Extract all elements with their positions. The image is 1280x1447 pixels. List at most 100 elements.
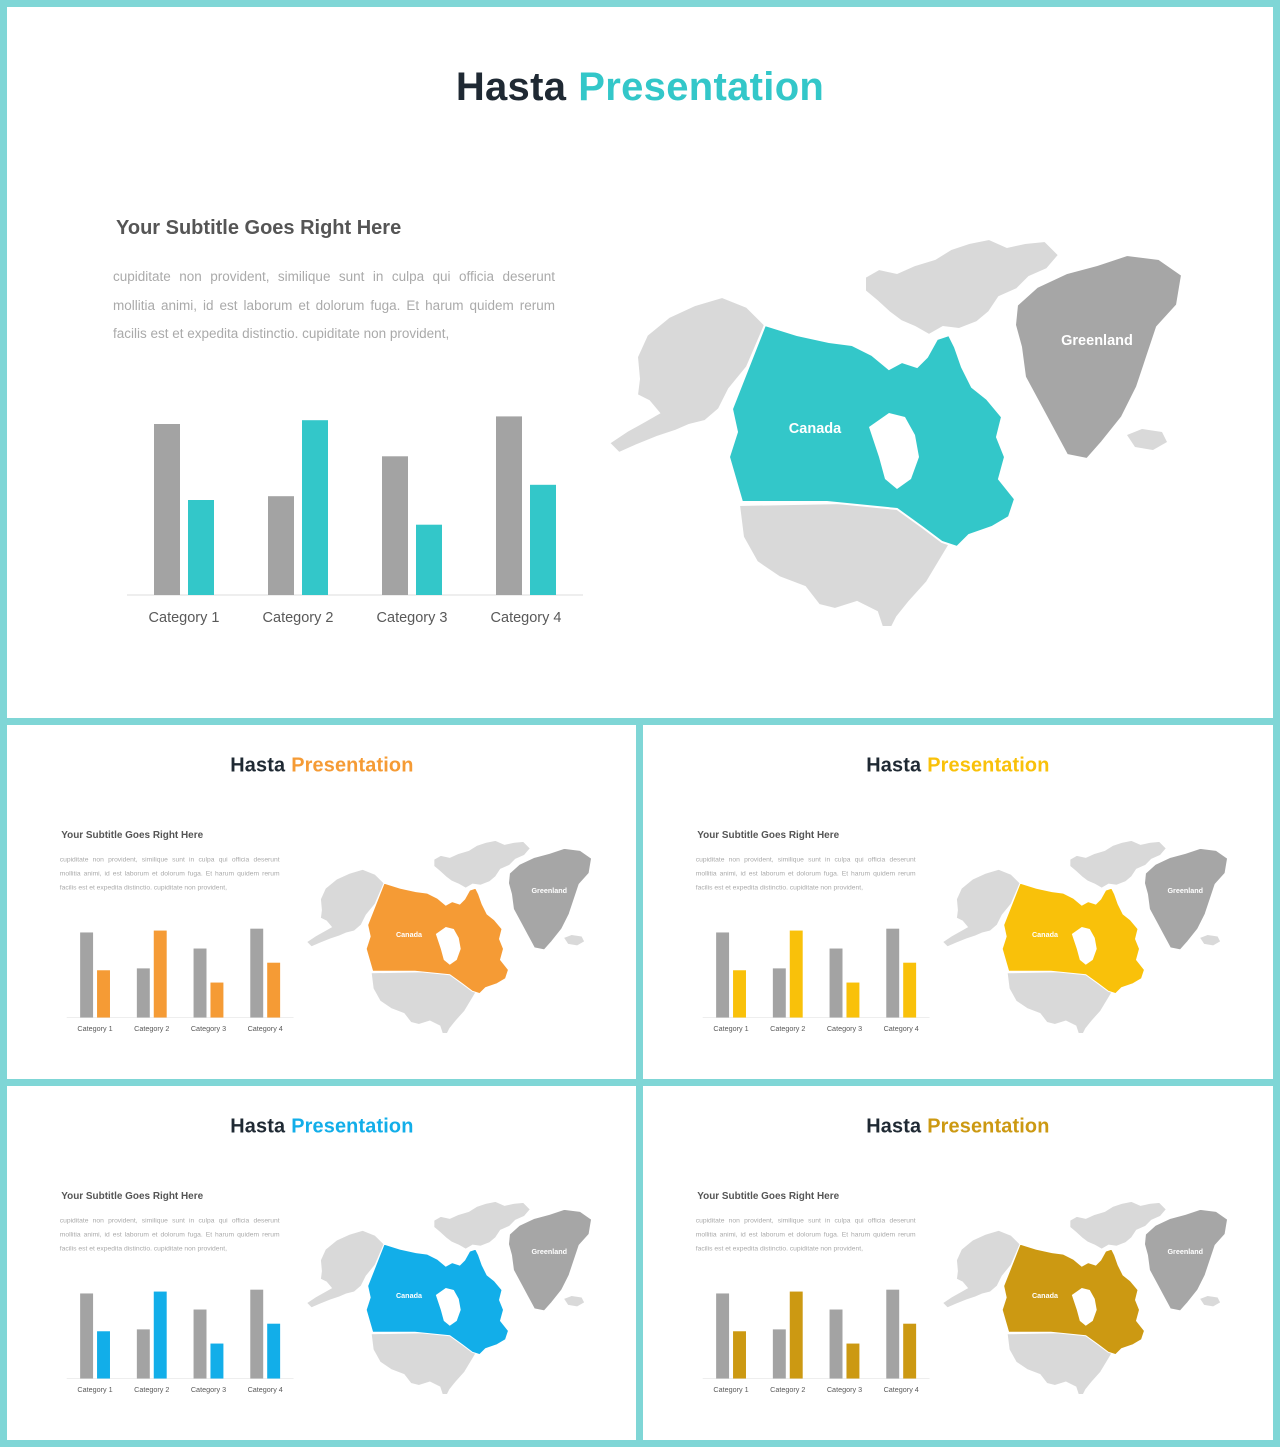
map-arctic-islands-shape — [433, 1200, 532, 1250]
north-america-map: Canada Greenland — [941, 1200, 1229, 1395]
bar-chart: Category 1 Category 2 Category 3 Category 4 — [66, 928, 294, 1033]
bar-chart: Category 1 Category 2 Category 3 Category 4 — [66, 1289, 294, 1394]
title-main: Hasta — [866, 1114, 922, 1137]
category-tick-label: Category 3 — [191, 1385, 226, 1394]
bar-series-1 — [496, 416, 522, 595]
slide-title: Hasta Presentation — [7, 65, 1273, 110]
map-hudson-bay-shape — [869, 413, 919, 489]
title-main: Hasta — [230, 1114, 286, 1137]
map-iceland-shape — [1200, 934, 1221, 946]
title-accent: Presentation — [578, 65, 825, 109]
north-america-map: Canada Greenland — [607, 237, 1184, 628]
category-tick-label: Category 1 — [77, 1024, 112, 1033]
bar-series-1 — [772, 1329, 786, 1379]
bar-series-2 — [153, 930, 167, 1018]
map-label-canada: Canada — [396, 930, 423, 939]
bar-series-2 — [789, 930, 803, 1018]
category-tick-label: Category 2 — [770, 1385, 805, 1394]
map-arctic-islands-shape — [1069, 839, 1168, 889]
bar-series-1 — [716, 932, 730, 1018]
category-tick-label: Category 4 — [248, 1385, 283, 1394]
bar-chart: Category 1 Category 2 Category 3 Category 4 — [702, 928, 930, 1033]
map-alaska-shape — [607, 295, 767, 455]
bar-series-2 — [153, 1291, 167, 1379]
bar-series-1 — [829, 1309, 843, 1379]
category-tick-label: Category 2 — [134, 1024, 169, 1033]
bar-series-2 — [789, 1291, 803, 1379]
slide-content: Hasta Presentation Your Subtitle Goes Rig… — [7, 725, 636, 1079]
bar-series-1 — [772, 968, 786, 1018]
category-tick-label: Category 1 — [713, 1024, 748, 1033]
north-america-map: Canada Greenland — [941, 839, 1229, 1034]
slide-body-text: cupiditate non provident, similique sunt… — [59, 855, 280, 892]
bar-series-1 — [382, 456, 408, 595]
map-greenland-shape — [1143, 847, 1229, 951]
bar-series-2 — [846, 1343, 860, 1379]
bar-series-2 — [302, 420, 328, 595]
map-label-greenland: Greenland — [531, 886, 567, 895]
slide-thumbnail-gold[interactable]: Hasta Presentation Your Subtitle Goes Rig… — [643, 1086, 1273, 1440]
slide-subtitle: Your Subtitle Goes Right Here — [61, 1190, 204, 1202]
north-america-map: Canada Greenland — [305, 1200, 593, 1395]
slide-content: Hasta Presentation Your Subtitle Goes Rig… — [7, 7, 1273, 718]
category-tick-label: Category 4 — [491, 610, 562, 626]
category-tick-label: Category 3 — [377, 610, 448, 626]
title-accent: Presentation — [927, 1114, 1050, 1137]
bar-series-2 — [903, 1323, 917, 1379]
bar-series-1 — [193, 948, 207, 1018]
bar-series-2 — [416, 524, 442, 595]
slide-thumbnail-blue[interactable]: Hasta Presentation Your Subtitle Goes Rig… — [7, 1086, 636, 1440]
category-tick-label: Category 4 — [248, 1024, 283, 1033]
slide-content: Hasta Presentation Your Subtitle Goes Rig… — [7, 1086, 636, 1440]
slide-body-text: cupiditate non provident, similique sunt… — [59, 1216, 280, 1253]
bar-series-2 — [903, 962, 917, 1018]
bar-series-1 — [80, 1293, 94, 1379]
slide-content: Hasta Presentation Your Subtitle Goes Rig… — [643, 1086, 1273, 1440]
category-tick-label: Category 1 — [713, 1385, 748, 1394]
slide-subtitle: Your Subtitle Goes Right Here — [697, 829, 840, 841]
bar-series-1 — [136, 968, 150, 1018]
map-alaska-shape — [941, 868, 1021, 948]
slide-title: Hasta Presentation — [643, 1115, 1273, 1137]
slide-thumbnail-yellow[interactable]: Hasta Presentation Your Subtitle Goes Rig… — [643, 725, 1273, 1079]
map-iceland-shape — [564, 934, 585, 946]
map-label-canada: Canada — [789, 421, 842, 437]
map-label-canada: Canada — [1032, 930, 1059, 939]
bar-series-2 — [530, 484, 556, 595]
map-hudson-bay-shape — [1071, 926, 1097, 965]
slide-body-text: cupiditate non provident, similique sunt… — [695, 855, 916, 892]
bar-series-2 — [210, 982, 224, 1018]
slide-body-text: cupiditate non provident, similique sunt… — [113, 269, 555, 341]
map-hudson-bay-shape — [435, 1287, 461, 1326]
title-main: Hasta — [230, 753, 286, 776]
bar-series-2 — [97, 970, 110, 1018]
map-arctic-islands-shape — [864, 237, 1061, 337]
bar-series-2 — [267, 962, 281, 1018]
map-label-greenland: Greenland — [531, 1247, 567, 1256]
map-arctic-islands-shape — [1069, 1200, 1168, 1250]
bar-series-1 — [268, 496, 294, 595]
map-label-greenland: Greenland — [1167, 1247, 1203, 1256]
bar-series-1 — [250, 928, 264, 1018]
slide-thumbnail-orange[interactable]: Hasta Presentation Your Subtitle Goes Rig… — [7, 725, 636, 1079]
bar-series-1 — [886, 1289, 900, 1379]
category-tick-label: Category 3 — [827, 1385, 862, 1394]
bar-series-2 — [267, 1323, 281, 1379]
title-main: Hasta — [866, 753, 922, 776]
title-accent: Presentation — [927, 753, 1050, 776]
bar-series-1 — [886, 928, 900, 1018]
map-alaska-shape — [305, 868, 385, 948]
category-tick-label: Category 3 — [827, 1024, 862, 1033]
bar-series-1 — [193, 1309, 207, 1379]
map-label-greenland: Greenland — [1167, 886, 1203, 895]
bar-series-1 — [80, 932, 94, 1018]
map-greenland-shape — [507, 1208, 593, 1312]
map-hudson-bay-shape — [435, 926, 461, 965]
map-greenland-shape — [507, 847, 593, 951]
category-tick-label: Category 1 — [149, 610, 220, 626]
slide-subtitle: Your Subtitle Goes Right Here — [116, 217, 402, 239]
title-accent: Presentation — [291, 753, 414, 776]
bar-chart: Category 1 Category 2 Category 3 Category 4 — [702, 1289, 930, 1394]
bar-series-1 — [250, 1289, 264, 1379]
slide-main[interactable]: Hasta Presentation Your Subtitle Goes Rig… — [7, 7, 1273, 718]
